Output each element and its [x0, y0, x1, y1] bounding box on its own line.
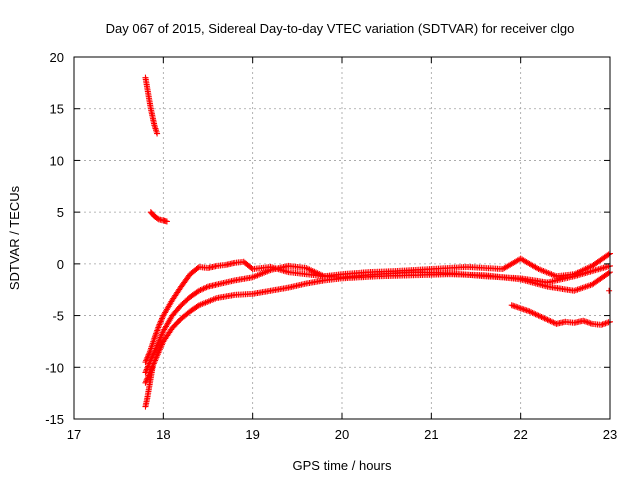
- x-tick-label: 21: [424, 427, 438, 442]
- data-point: [163, 218, 170, 225]
- y-tick-label: 5: [57, 205, 64, 220]
- data-points-layer: [142, 74, 613, 410]
- y-tick-label: 10: [50, 153, 64, 168]
- x-axis-label: GPS time / hours: [293, 458, 392, 473]
- y-tick-label: 15: [50, 102, 64, 117]
- x-tick-label: 22: [513, 427, 527, 442]
- data-series-arc-5: [142, 269, 613, 386]
- data-series-arc-6: [142, 364, 156, 410]
- data-series-arc-2: [147, 209, 170, 225]
- data-point: [194, 264, 201, 271]
- data-series-arc-7: [508, 302, 613, 328]
- x-tick-label: 23: [603, 427, 617, 442]
- data-point: [605, 251, 612, 258]
- data-series-arc-8: [606, 287, 613, 294]
- y-tick-label: -10: [45, 360, 64, 375]
- y-tick-label: 0: [57, 257, 64, 272]
- axis-layer: 17 18 19 20 21 22 23 -15 -10 -5 0 5 10 15 20: [45, 50, 617, 442]
- data-point: [605, 270, 612, 277]
- data-series-arc-1: [142, 74, 161, 137]
- y-tick-label: -5: [52, 309, 64, 324]
- data-point: [149, 364, 156, 371]
- data-series-arc-4: [142, 262, 613, 376]
- y-tick-label: -15: [45, 412, 64, 427]
- y-tick-label: 20: [50, 50, 64, 65]
- y-axis-label: SDTVAR / TECUs: [7, 185, 22, 290]
- data-point: [154, 130, 161, 137]
- data-series-arc-3: [142, 250, 613, 366]
- chart-title: Day 067 of 2015, Sidereal Day-to-day VTE…: [106, 21, 575, 36]
- x-tick-label: 20: [335, 427, 349, 442]
- x-tick-label: 17: [67, 427, 81, 442]
- x-tick-label: 19: [245, 427, 259, 442]
- data-point: [248, 264, 255, 271]
- x-tick-label: 18: [156, 427, 170, 442]
- data-point: [606, 287, 613, 294]
- grid-layer: [74, 57, 610, 419]
- data-point: [154, 215, 161, 222]
